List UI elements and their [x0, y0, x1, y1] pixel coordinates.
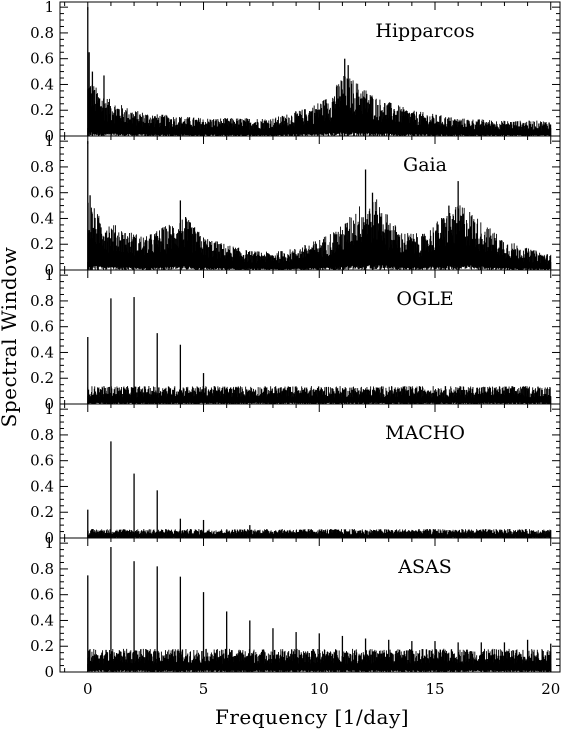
- panel-macho: 0 0.2 0.4 0.6 0.8 1 MACHO: [30, 400, 561, 547]
- y-tick-label: 0: [44, 127, 54, 145]
- panel-gaia: 0 0.2 0.4 0.6 0.8 1 Gaia: [30, 132, 561, 279]
- y-tick-label: 0.2: [30, 101, 54, 119]
- x-tick-label: 5: [199, 680, 209, 698]
- y-tick-label: 0.6: [30, 50, 54, 68]
- panel-title: Hipparcos: [375, 20, 474, 42]
- y-tick-label: 0.4: [30, 477, 54, 495]
- y-tick-label: 0.2: [30, 503, 54, 521]
- x-tick-label: 20: [541, 680, 560, 698]
- panel-title: MACHO: [385, 422, 465, 444]
- y-tick-label: 0.2: [30, 369, 54, 387]
- y-axis-label: Spectral Window: [0, 247, 21, 428]
- y-tick-label: 0.4: [30, 209, 54, 227]
- y-tick-label: 0.6: [30, 318, 54, 336]
- x-axis-ticks: [64, 270, 552, 404]
- panels-layer: 0 0.2 0.4 0.6 0.8 1 Hipparcos 0 0.2 0.4 0.6 0.8 1 Gai…: [30, 0, 561, 681]
- y-tick-label: 0.8: [30, 158, 54, 176]
- y-tick-label: 0.8: [30, 426, 54, 444]
- y-tick-label: 0.8: [30, 292, 54, 310]
- y-tick-label: 0.6: [30, 184, 54, 202]
- y-tick-label: 1: [44, 400, 54, 418]
- x-tick-label: 15: [425, 680, 444, 698]
- y-axis-ticks: 0 0.2 0.4 0.6 0.8 1: [30, 0, 560, 145]
- x-axis-ticks: [64, 136, 552, 270]
- panel-hipparcos: 0 0.2 0.4 0.6 0.8 1 Hipparcos: [30, 0, 561, 145]
- y-tick-label: 0: [44, 261, 54, 279]
- y-tick-label: 0: [44, 663, 54, 681]
- x-tick-labels: 0 5 10 15 20: [83, 680, 560, 698]
- y-tick-label: 1: [44, 0, 54, 16]
- y-tick-label: 0.8: [30, 560, 54, 578]
- x-axis-ticks: [64, 538, 552, 672]
- y-axis-ticks: 0 0.2 0.4 0.6 0.8 1: [30, 132, 560, 279]
- x-axis-label: Frequency [1/day]: [215, 705, 409, 729]
- y-axis-ticks: 0 0.2 0.4 0.6 0.8 1: [30, 400, 560, 547]
- panel-title: Gaia: [403, 154, 447, 176]
- y-tick-label: 0.4: [30, 75, 54, 93]
- y-tick-label: 0: [44, 395, 54, 413]
- y-tick-label: 0.8: [30, 24, 54, 42]
- noise-band: [87, 199, 552, 270]
- panel-title: OGLE: [396, 288, 453, 310]
- y-tick-label: 1: [44, 132, 54, 150]
- panel-frame: [59, 1, 561, 137]
- y-tick-label: 0.4: [30, 611, 54, 629]
- y-tick-label: 0.6: [30, 586, 54, 604]
- noise-band: [87, 75, 552, 136]
- x-tick-label: 10: [310, 680, 329, 698]
- panel-frame: [59, 403, 561, 539]
- x-tick-label: 0: [83, 680, 93, 698]
- y-tick-label: 1: [44, 534, 54, 552]
- y-tick-label: 1: [44, 266, 54, 284]
- x-axis-ticks: [64, 2, 552, 136]
- y-axis-ticks: 0 0.2 0.4 0.6 0.8 1: [30, 534, 560, 681]
- panel-asas: 0 0.2 0.4 0.6 0.8 1 ASAS: [30, 534, 561, 681]
- panel-frame: [59, 269, 561, 405]
- y-tick-label: 0.2: [30, 235, 54, 253]
- y-tick-label: 0: [44, 529, 54, 547]
- panel-ogle: 0 0.2 0.4 0.6 0.8 1 OGLE: [30, 266, 561, 413]
- x-axis-ticks: [64, 404, 552, 538]
- panel-frame: [59, 537, 561, 673]
- y-tick-label: 0.4: [30, 343, 54, 361]
- panel-title: ASAS: [397, 556, 451, 578]
- y-axis-ticks: 0 0.2 0.4 0.6 0.8 1: [30, 266, 560, 413]
- y-tick-label: 0.2: [30, 637, 54, 655]
- y-tick-label: 0.6: [30, 452, 54, 470]
